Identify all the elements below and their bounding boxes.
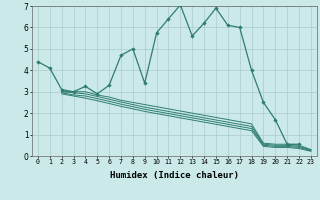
X-axis label: Humidex (Indice chaleur): Humidex (Indice chaleur) xyxy=(110,171,239,180)
